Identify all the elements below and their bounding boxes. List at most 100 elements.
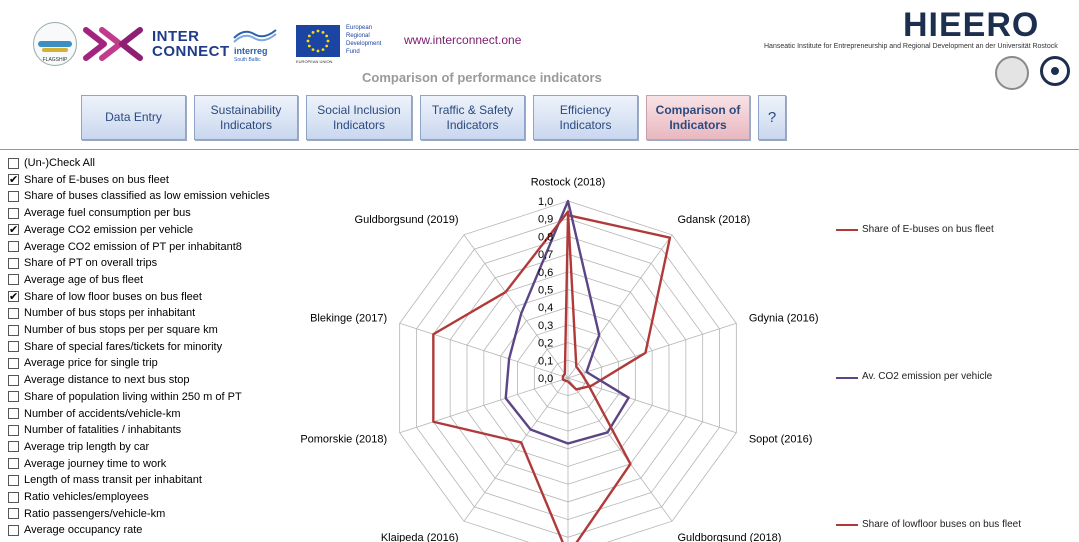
- checkbox[interactable]: [8, 341, 19, 353]
- checkbox[interactable]: [8, 408, 19, 419]
- interconnect-line2: CONNECT: [152, 43, 230, 60]
- indicator-label: Average price for single trip: [24, 357, 158, 370]
- checkbox[interactable]: [8, 458, 19, 470]
- tick-label: 0,8: [538, 231, 553, 243]
- indicator-row[interactable]: Ratio passengers/vehicle-km: [8, 506, 165, 522]
- interreg-region: South Baltic: [234, 57, 261, 63]
- checkbox[interactable]: ✔: [8, 224, 19, 237]
- flagship-logo: FLAGSHIP: [33, 22, 77, 66]
- indicator-row[interactable]: Number of bus stops per inhabitant: [8, 305, 195, 321]
- nav-sustainability-button[interactable]: Sustainability Indicators: [194, 95, 298, 140]
- indicator-row[interactable]: ✔ Average CO2 emission per vehicle: [8, 222, 193, 238]
- tick-label: 0,2: [538, 338, 553, 350]
- grid-ring: [399, 200, 737, 542]
- indicator-row[interactable]: ✔ Share of E-buses on bus fleet: [8, 172, 169, 188]
- nav-social-inclusion-button[interactable]: Social Inclusion Indicators: [306, 95, 412, 140]
- grid-spoke: [567, 377, 737, 434]
- legend-label-1: Av. CO2 emission per vehicle: [862, 371, 993, 382]
- checkbox[interactable]: [8, 441, 19, 453]
- indicator-label: Share of PT on overall trips: [24, 257, 158, 270]
- checkbox[interactable]: [8, 508, 19, 520]
- checkbox[interactable]: [8, 274, 19, 286]
- nav-data-entry-button[interactable]: Data Entry: [81, 95, 186, 140]
- tick-label: 0,9: [538, 214, 553, 226]
- checkbox[interactable]: [8, 391, 19, 403]
- nav-traffic-safety-button[interactable]: Traffic & Safety Indicators: [420, 95, 525, 140]
- indicator-row[interactable]: Average journey time to work: [8, 456, 166, 472]
- grid-spoke: [463, 377, 569, 522]
- checkbox[interactable]: [8, 357, 19, 369]
- checkbox[interactable]: ✔: [8, 174, 19, 187]
- interreg-logo: interreg South Baltic: [232, 24, 278, 64]
- indicator-row[interactable]: Share of special fares/tickets for minor…: [8, 339, 222, 355]
- legend-swatch-2: [836, 524, 858, 526]
- indicator-label: Length of mass transit per inhabitant: [24, 474, 202, 487]
- indicator-label: Number of bus stops per inhabitant: [24, 307, 196, 320]
- grid-spoke: [567, 322, 737, 379]
- hieero-wheel-icon: [1040, 56, 1070, 86]
- category-label: Guldborgsund (2018): [677, 532, 781, 542]
- indicator-label: (Un-)Check All: [24, 157, 95, 169]
- hieero-logo: HIEERO: [903, 6, 1040, 44]
- checkbox[interactable]: [8, 474, 19, 486]
- indicator-row[interactable]: Average trip length by car: [8, 439, 149, 455]
- indicator-label: Share of buses classified as low emissio…: [24, 190, 270, 203]
- help-button[interactable]: ?: [758, 95, 786, 140]
- indicator-row[interactable]: Share of PT on overall trips: [8, 255, 157, 271]
- checkbox[interactable]: ✔: [8, 291, 19, 304]
- indicator-row[interactable]: Ratio vehicles/employees: [8, 489, 149, 505]
- interreg-name: interreg: [234, 46, 268, 56]
- indicator-row[interactable]: Length of mass transit per inhabitant: [8, 472, 202, 488]
- tick-label: 0,5: [538, 285, 553, 297]
- nav-efficiency-button[interactable]: Efficiency Indicators: [533, 95, 638, 140]
- indicator-label: Number of bus stops per per square km: [24, 324, 218, 336]
- indicator-row[interactable]: Number of fatalities / inhabitants: [8, 422, 181, 438]
- indicator-row[interactable]: Share of population living within 250 m …: [8, 389, 242, 405]
- indicator-label: Ratio vehicles/employees: [24, 491, 149, 503]
- indicator-label: Average trip length by car: [24, 440, 150, 453]
- tick-label: 0,3: [538, 320, 553, 332]
- category-label: Klaipeda (2016): [381, 532, 459, 542]
- series-line-2: [432, 210, 632, 542]
- interconnect-logo-text: INTER CONNECT: [152, 29, 230, 59]
- indicator-row[interactable]: Number of accidents/vehicle-km: [8, 406, 181, 422]
- checkbox[interactable]: [8, 374, 19, 386]
- category-label: Pomorskie (2018): [300, 434, 387, 446]
- eu-flag-icon: [296, 25, 340, 57]
- checkbox[interactable]: [8, 324, 19, 336]
- indicator-row[interactable]: Average occupancy rate: [8, 522, 142, 538]
- checkbox[interactable]: [8, 491, 19, 503]
- tick-label: 0,0: [538, 373, 553, 385]
- indicator-label: Average distance to next bus stop: [24, 374, 190, 387]
- indicator-row[interactable]: Share of buses classified as low emissio…: [8, 188, 270, 204]
- checkbox[interactable]: [8, 207, 19, 219]
- indicator-label: Ratio passengers/vehicle-km: [24, 507, 166, 520]
- indicator-row[interactable]: Average price for single trip: [8, 355, 158, 371]
- indicator-row[interactable]: Average age of bus fleet: [8, 272, 143, 288]
- indicator-row[interactable]: Average fuel consumption per bus: [8, 205, 191, 221]
- indicator-label: Share of special fares/tickets for minor…: [24, 340, 223, 353]
- checkbox[interactable]: [8, 524, 19, 536]
- indicator-row[interactable]: Average CO2 emission of PT per inhabitan…: [8, 239, 242, 255]
- legend-swatch-1: [836, 377, 858, 379]
- tick-label: 0,1: [538, 355, 553, 367]
- checkbox[interactable]: [8, 157, 19, 169]
- checkbox[interactable]: [8, 307, 19, 319]
- indicator-label: Number of fatalities / inhabitants: [24, 424, 182, 437]
- indicator-row[interactable]: ✔ Share of low floor buses on bus fleet: [8, 289, 202, 305]
- website-link[interactable]: www.interconnect.one: [404, 33, 522, 47]
- grid-spoke: [463, 234, 569, 379]
- checkbox[interactable]: [8, 257, 19, 269]
- indicator-row[interactable]: Average distance to next bus stop: [8, 372, 190, 388]
- checkbox[interactable]: [8, 190, 19, 202]
- category-label: Blekinge (2017): [310, 312, 387, 324]
- indicator-label: Average journey time to work: [24, 457, 167, 470]
- grid-spoke: [399, 377, 569, 434]
- interconnect-logo-icon: [83, 27, 143, 61]
- check-all-row[interactable]: (Un-)Check All: [8, 155, 95, 171]
- checkbox[interactable]: [8, 424, 19, 436]
- grid-spoke: [399, 322, 569, 379]
- indicator-row[interactable]: Number of bus stops per per square km: [8, 322, 218, 338]
- nav-comparison-button[interactable]: Comparison of Indicators: [646, 95, 750, 140]
- checkbox[interactable]: [8, 241, 19, 252]
